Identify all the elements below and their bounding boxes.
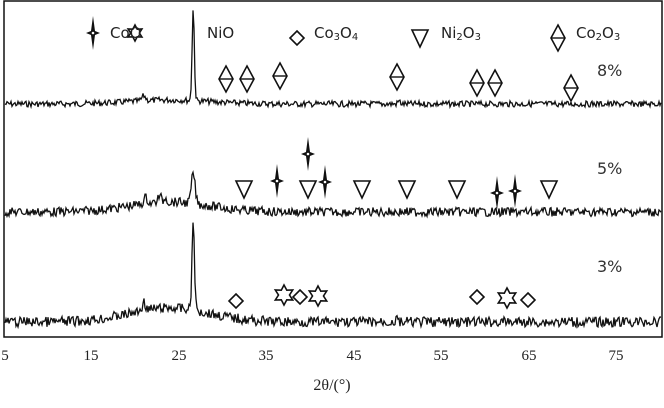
xrd-trace	[4, 169, 662, 219]
x-tick: 65	[521, 348, 537, 364]
ni2o3-marker-icon	[397, 180, 417, 200]
co2o3-marker-icon	[218, 64, 234, 94]
xrd-trace	[4, 10, 662, 110]
series-label-8: 8%	[597, 61, 623, 80]
peak-markers	[86, 16, 579, 310]
coo-marker-icon	[301, 137, 315, 171]
series-label-5: 5%	[597, 159, 623, 178]
legend-co2o3: Co2O3	[576, 24, 621, 43]
co2o3-marker-icon	[563, 73, 579, 103]
x-tick: 75	[608, 348, 624, 364]
x-tick: 35	[258, 348, 274, 364]
coo-marker-icon	[508, 174, 522, 208]
ni2o3-marker-icon	[352, 180, 372, 200]
x-tick: 5	[1, 348, 9, 364]
co3o4-marker-icon	[519, 291, 537, 309]
co3o4-marker-icon	[227, 292, 245, 310]
co2o3-marker-icon	[239, 64, 255, 94]
coo-marker-icon	[490, 176, 504, 210]
ni2o3-marker-icon	[298, 180, 318, 200]
co2o3-marker-icon	[389, 62, 405, 92]
legend-ni2o3: Ni2O3	[441, 24, 481, 43]
x-tick: 45	[346, 348, 362, 364]
series-label-3: 3%	[597, 257, 623, 276]
x-tick: 55	[433, 348, 449, 364]
x-tick: 15	[83, 348, 99, 364]
legend-coo: CoO	[110, 24, 142, 42]
nio-marker-icon	[273, 283, 295, 307]
coo-marker-icon	[270, 164, 284, 198]
nio-marker-icon	[307, 284, 329, 308]
traces	[4, 10, 662, 330]
co2o3-marker-icon	[469, 68, 485, 98]
co2o3-marker-icon	[487, 68, 503, 98]
coo-marker-icon	[86, 16, 100, 50]
x-tick: 25	[171, 348, 187, 364]
ni2o3-marker-icon	[539, 180, 559, 200]
co3o4-marker-icon	[468, 288, 486, 306]
nio-marker-icon	[126, 23, 144, 43]
nio-marker-icon	[496, 286, 518, 310]
ni2o3-marker-icon	[447, 180, 467, 200]
coo-marker-icon	[318, 165, 332, 199]
legend-nio: NiO	[207, 24, 235, 42]
legend-co3o4: Co3O4	[314, 24, 359, 43]
ni2o3-marker-icon	[410, 29, 430, 49]
co3o4-marker-icon	[291, 288, 309, 306]
xrd-trace	[4, 222, 662, 330]
plot-frame	[3, 0, 663, 338]
x-axis-label: 2θ/(°)	[313, 377, 351, 394]
co2o3-marker-icon	[272, 61, 288, 91]
co2o3-marker-icon	[550, 23, 566, 53]
ni2o3-marker-icon	[234, 180, 254, 200]
co3o4-marker-icon	[288, 29, 306, 47]
